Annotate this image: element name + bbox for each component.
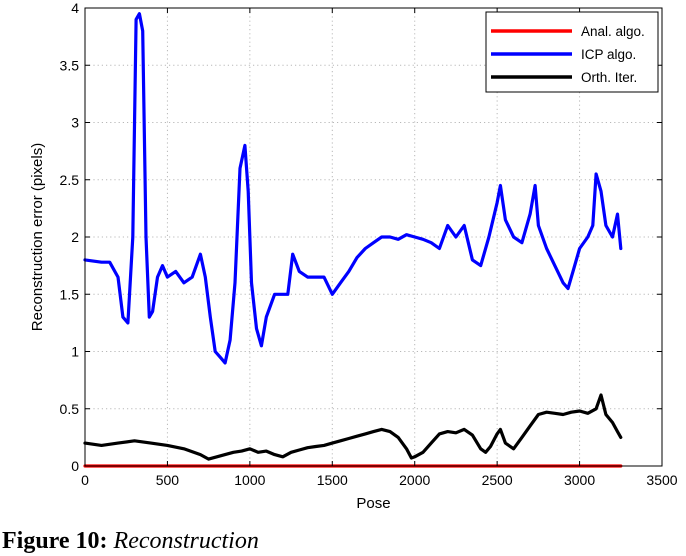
series-line-2 [83, 12, 623, 365]
figure-caption: Figure 10: Reconstruction [2, 526, 259, 556]
x-tick-label: 500 [156, 472, 180, 488]
y-tick-label: 2.5 [60, 172, 80, 188]
x-tick-label: 3000 [564, 472, 595, 488]
y-tick-label: 1.5 [60, 286, 80, 302]
y-axis-label: Reconstruction error (pixels) [29, 143, 46, 331]
legend-label: Anal. algo. [581, 24, 645, 39]
legend: Anal. algo. ICP algo. Orth. Iter. [485, 11, 659, 93]
x-tick-label: 0 [81, 472, 89, 488]
y-tick-label: 1 [71, 344, 79, 360]
legend-label: ICP algo. [581, 47, 636, 62]
y-tick-label: 3 [71, 115, 79, 131]
y-tick-label: 0.5 [60, 401, 80, 417]
x-tick-label: 3500 [646, 472, 677, 488]
y-tick-label: 4 [71, 0, 79, 16]
x-tick-label: 1500 [317, 472, 348, 488]
axis-ticks: 0 500 1000 1500 2000 2500 3000 3500 0 0.5 1 1.5 2 2.5… [60, 0, 678, 488]
x-tick-label: 2500 [482, 472, 513, 488]
series-line-3 [83, 393, 623, 461]
x-tick-label: 1000 [234, 472, 265, 488]
x-axis-label: Pose [356, 495, 390, 512]
y-tick-label: 0 [71, 458, 79, 474]
legend-label: Orth. Iter. [581, 70, 637, 85]
figure-number: Figure 10: [2, 528, 108, 554]
y-tick-label: 3.5 [60, 57, 80, 73]
y-tick-label: 2 [71, 229, 79, 245]
x-tick-label: 2000 [399, 472, 430, 488]
caption-text: Reconstruction [113, 528, 259, 554]
reconstruction-error-chart: 0 500 1000 1500 2000 2500 3000 3500 0 0.5 1 1.5 2 2.5… [29, 0, 678, 512]
